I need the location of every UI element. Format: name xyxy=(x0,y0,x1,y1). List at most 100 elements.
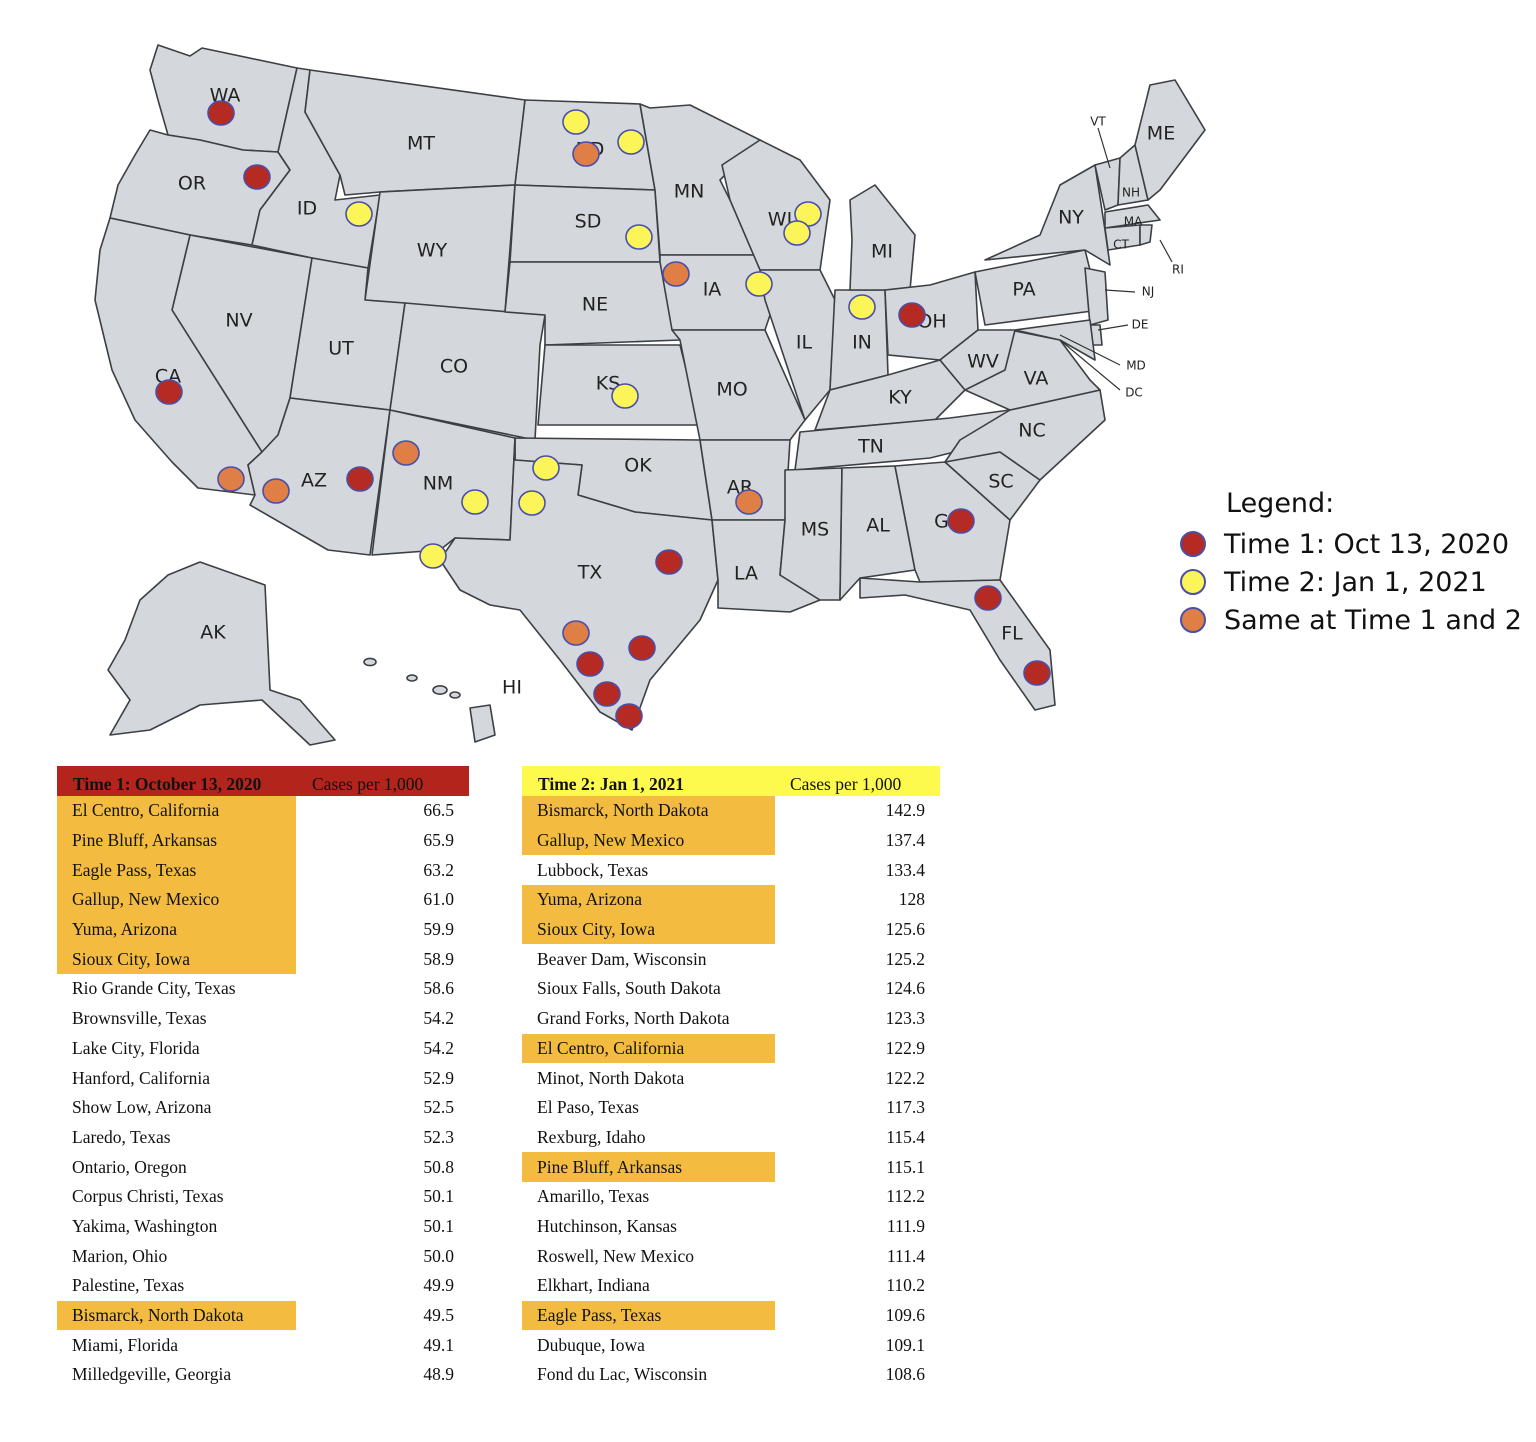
city-name: Yakima, Washington xyxy=(72,1215,218,1236)
state-hi-island xyxy=(363,657,377,667)
city-name: Milledgeville, Georgia xyxy=(72,1364,232,1385)
city-name: El Centro, California xyxy=(57,796,296,826)
state-label-nm: NM xyxy=(423,473,454,495)
state-label-az: AZ xyxy=(301,470,327,492)
city-name: Sioux City, Iowa xyxy=(522,914,775,945)
state-label-wi: WI xyxy=(768,209,792,231)
state-label-la: LA xyxy=(734,563,758,585)
marker-time2 xyxy=(783,220,811,246)
cases-value: 63.2 xyxy=(423,859,454,880)
city-name: Lubbock, Texas xyxy=(537,859,649,880)
cases-value: 137.4 xyxy=(885,830,925,851)
marker-time2 xyxy=(625,224,653,250)
time1-table-body: El Centro, California 66.5 Pine Bluff, Ark… xyxy=(57,796,469,1390)
city-name: Grand Forks, North Dakota xyxy=(537,1008,730,1029)
city-name: Dubuque, Iowa xyxy=(537,1334,645,1355)
city-name: Yuma, Arizona xyxy=(522,885,775,915)
marker-same xyxy=(262,478,290,504)
marker-time2 xyxy=(345,201,373,227)
state-ak xyxy=(107,561,336,746)
table-row: Corpus Christi, Texas 50.1 xyxy=(57,1182,469,1212)
table-row: Rio Grande City, Texas 58.6 xyxy=(57,974,469,1004)
table-row: Sioux City, Iowa 125.6 xyxy=(522,914,940,945)
city-name: Amarillo, Texas xyxy=(537,1186,650,1207)
marker-time2 xyxy=(461,489,489,515)
marker-time1 xyxy=(593,681,621,707)
state-fl xyxy=(859,577,1056,711)
cases-value: 50.1 xyxy=(423,1186,454,1207)
legend-swatch-same xyxy=(1180,607,1206,633)
cases-value: 122.9 xyxy=(885,1037,925,1058)
city-name: Brownsville, Texas xyxy=(72,1008,207,1029)
cases-value: 58.6 xyxy=(423,978,454,999)
city-name: Gallup, New Mexico xyxy=(57,885,296,915)
marker-time2 xyxy=(745,271,773,297)
label-leader-line xyxy=(1059,339,1121,391)
state-label-wv: WV xyxy=(967,351,999,373)
state-md xyxy=(1014,319,1096,361)
legend-label-time2: Time 2: Jan 1, 2021 xyxy=(1224,566,1487,598)
cases-value: 50.8 xyxy=(423,1156,454,1177)
label-leader-line xyxy=(1159,239,1173,263)
state-label-ut: UT xyxy=(328,338,354,360)
state-label-tn: TN xyxy=(857,436,884,458)
city-name: Eagle Pass, Texas xyxy=(57,855,296,886)
state-label-ri: RI xyxy=(1172,263,1184,277)
cases-value: 111.4 xyxy=(886,1245,925,1266)
table-row: Rexburg, Idaho 115.4 xyxy=(522,1123,940,1153)
cases-value: 109.6 xyxy=(885,1305,925,1326)
cases-value: 54.2 xyxy=(423,1008,454,1029)
city-name: Ontario, Oregon xyxy=(72,1156,187,1177)
table-row: Roswell, New Mexico 111.4 xyxy=(522,1241,940,1271)
table-row: Yakima, Washington 50.1 xyxy=(57,1212,469,1242)
legend-item-time2: Time 2: Jan 1, 2021 xyxy=(1180,563,1522,601)
cases-value: 125.6 xyxy=(885,919,925,940)
state-mi xyxy=(849,184,916,291)
state-label-pa: PA xyxy=(1012,279,1035,301)
city-name: El Centro, California xyxy=(522,1033,775,1064)
time2-table-title: Time 2: Jan 1, 2021 xyxy=(538,774,684,794)
marker-time1 xyxy=(655,549,683,575)
legend-label-same: Same at Time 1 and 2 xyxy=(1224,604,1522,636)
cases-value: 52.3 xyxy=(423,1126,454,1147)
legend-label-time1: Time 1: Oct 13, 2020 xyxy=(1224,528,1510,560)
state-me xyxy=(1134,79,1206,201)
table-row: El Paso, Texas 117.3 xyxy=(522,1093,940,1123)
table-row: Lubbock, Texas 133.4 xyxy=(522,855,940,885)
city-name: Yuma, Arizona xyxy=(57,914,296,945)
city-name: Show Low, Arizona xyxy=(72,1097,212,1118)
state-label-wy: WY xyxy=(417,240,448,262)
state-label-mt: MT xyxy=(407,133,435,155)
table-row: Marion, Ohio 50.0 xyxy=(57,1241,469,1271)
table-row: Elkhart, Indiana 110.2 xyxy=(522,1271,940,1301)
city-name: Lake City, Florida xyxy=(72,1037,200,1058)
city-name: Hanford, California xyxy=(72,1067,211,1088)
city-name: Miami, Florida xyxy=(72,1334,178,1355)
marker-time1 xyxy=(243,164,271,190)
table-row: Dubuque, Iowa 109.1 xyxy=(522,1330,940,1360)
cases-value: 65.9 xyxy=(423,830,454,851)
state-label-vt: VT xyxy=(1090,115,1106,129)
us-map-svg: WAORIDMTWYNVUTCOCAAZNMNDSDNEKSOKTXMNIAMO… xyxy=(94,44,1206,746)
city-name: Rexburg, Idaho xyxy=(537,1126,646,1147)
cases-value: 122.2 xyxy=(885,1067,925,1088)
marker-same xyxy=(572,141,600,167)
marker-same xyxy=(217,466,245,492)
table-row: Gallup, New Mexico 61.0 xyxy=(57,885,469,915)
state-label-or: OR xyxy=(178,173,206,195)
cases-value: 52.9 xyxy=(423,1067,454,1088)
state-ma xyxy=(1104,204,1161,229)
city-name: Eagle Pass, Texas xyxy=(522,1300,775,1331)
time1-table: Time 1: October 13, 2020 Cases per 1,000… xyxy=(57,766,469,1390)
cases-value: 52.5 xyxy=(423,1097,454,1118)
marker-time1 xyxy=(346,466,374,492)
marker-time1 xyxy=(576,651,604,677)
marker-time2 xyxy=(617,129,645,155)
table-row: Sioux City, Iowa 58.9 xyxy=(57,944,469,975)
city-name: Pine Bluff, Arkansas xyxy=(57,825,296,856)
time2-table: Time 2: Jan 1, 2021 Cases per 1,000 Bism… xyxy=(522,766,940,1390)
state-hi-island xyxy=(406,674,418,682)
table-row: Brownsville, Texas 54.2 xyxy=(57,1004,469,1034)
table-row: Laredo, Texas 52.3 xyxy=(57,1123,469,1153)
cases-value: 111.9 xyxy=(886,1215,925,1236)
